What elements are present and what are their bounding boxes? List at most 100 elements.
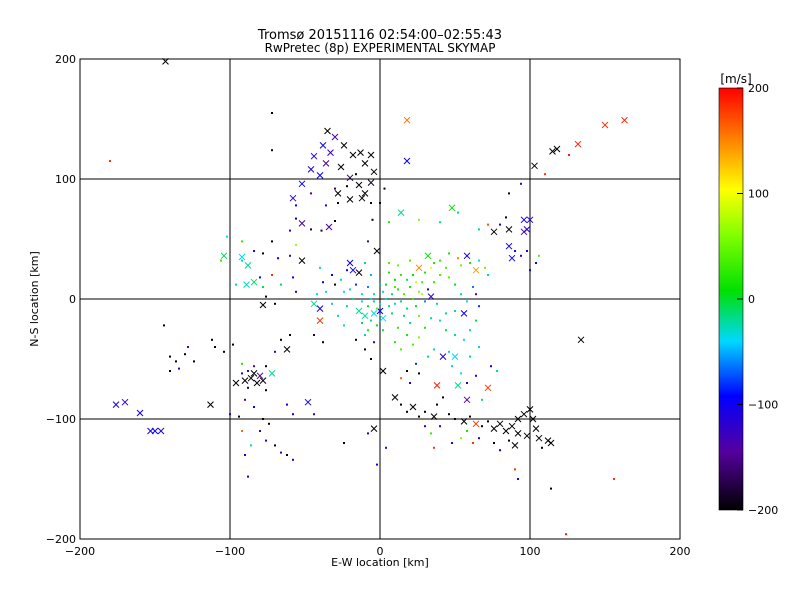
- data-point-dot: [409, 322, 411, 324]
- data-point-dot: [313, 334, 315, 336]
- colorbar-tick-label: 100: [748, 188, 769, 201]
- data-point-cross: [526, 406, 534, 413]
- data-point-cross: [136, 409, 144, 417]
- data-point-dot: [445, 312, 447, 315]
- data-point-dot: [424, 271, 426, 274]
- data-point-cross: [520, 216, 528, 224]
- data-point-cross: [535, 434, 543, 442]
- data-point-dot: [247, 370, 249, 372]
- data-point-dot: [460, 437, 462, 440]
- data-point-cross: [244, 262, 252, 269]
- data-point-dot: [334, 283, 336, 286]
- data-point-cross: [370, 425, 378, 432]
- data-point-dot: [394, 302, 396, 305]
- data-point-dot: [367, 329, 369, 332]
- data-point-dot: [469, 329, 471, 332]
- data-point-cross: [357, 149, 364, 156]
- data-point-dot: [346, 305, 348, 308]
- data-point-dot: [322, 281, 324, 284]
- data-point-dot: [418, 336, 420, 339]
- data-point-dot: [448, 252, 450, 255]
- data-point-dot: [262, 418, 264, 420]
- data-point-cross: [334, 190, 342, 197]
- data-point-dot: [388, 305, 390, 308]
- data-point-cross: [289, 194, 297, 202]
- data-point-cross: [526, 216, 534, 224]
- data-point-cross: [490, 425, 498, 432]
- data-point-dot: [457, 257, 459, 260]
- data-point-dot: [295, 204, 297, 207]
- data-point-cross: [361, 312, 369, 320]
- data-point-dot: [418, 372, 420, 375]
- data-point-dot: [364, 262, 366, 264]
- data-point-cross: [454, 382, 462, 389]
- data-point-dot: [460, 293, 462, 296]
- data-point-dot: [436, 403, 438, 406]
- colorbar-tick-label: −200: [748, 504, 778, 517]
- data-point-dot: [334, 220, 336, 222]
- data-point-cross: [514, 415, 522, 423]
- data-point-dot: [514, 250, 516, 252]
- data-point-dot: [418, 314, 420, 317]
- data-point-cross: [361, 160, 369, 167]
- data-point-dot: [469, 415, 471, 418]
- data-point-dot: [520, 182, 522, 185]
- data-point-dot: [346, 185, 348, 188]
- data-point-cross: [355, 269, 363, 276]
- data-point-cross: [316, 172, 324, 179]
- data-point-dot: [424, 410, 426, 413]
- data-point-cross: [162, 58, 169, 65]
- data-point-dot: [370, 202, 372, 204]
- data-point-cross: [349, 151, 357, 159]
- data-point-cross: [316, 317, 324, 324]
- data-point-dot: [244, 454, 246, 456]
- data-point-cross: [621, 116, 628, 124]
- data-point-dot: [487, 420, 489, 423]
- data-point-dot: [484, 266, 486, 269]
- data-point-dot: [424, 326, 426, 329]
- data-point-cross: [157, 427, 165, 435]
- data-point-cross: [439, 353, 447, 360]
- data-point-dot: [280, 283, 282, 286]
- data-point-dot: [259, 430, 261, 432]
- data-point-dot: [320, 229, 323, 232]
- data-point-dot: [232, 343, 234, 346]
- data-point-cross: [232, 379, 240, 387]
- data-point-dot: [442, 396, 444, 399]
- data-point-cross: [355, 181, 363, 189]
- x-tick-label: −200: [65, 545, 95, 558]
- data-point-dot: [265, 295, 267, 298]
- data-point-dot: [331, 274, 333, 276]
- colorbar-label: [m/s]: [720, 72, 751, 86]
- data-point-dot: [475, 374, 477, 377]
- data-point-dot: [289, 334, 291, 336]
- data-point-dot: [253, 250, 255, 252]
- data-point-cross: [346, 259, 354, 267]
- data-point-dot: [274, 350, 276, 353]
- data-point-cross: [310, 300, 318, 308]
- data-point-dot: [397, 264, 399, 267]
- colorbar: [m/s] −200 −100 0 100 200: [718, 72, 778, 517]
- data-point-cross: [549, 148, 556, 155]
- data-point-cross: [256, 372, 264, 380]
- data-point-cross: [601, 121, 609, 129]
- data-point-cross: [298, 257, 306, 264]
- data-point-cross: [397, 209, 405, 216]
- data-point-cross: [448, 204, 456, 212]
- data-point-dot: [277, 257, 279, 260]
- data-point-dot: [367, 286, 369, 288]
- data-point-cross: [346, 174, 354, 182]
- data-point-dot: [454, 334, 456, 336]
- data-point-dot: [409, 382, 411, 384]
- data-point-dot: [445, 329, 447, 332]
- data-point-dot: [472, 286, 474, 288]
- data-point-cross: [403, 116, 411, 124]
- data-point-cross: [508, 254, 516, 262]
- data-point-cross: [430, 413, 438, 420]
- data-point-dot: [439, 221, 441, 224]
- data-point-dot: [508, 192, 510, 195]
- data-point-dot: [370, 319, 372, 322]
- data-point-cross: [514, 430, 522, 437]
- data-point-dot: [388, 262, 390, 264]
- data-point-dot: [475, 319, 477, 322]
